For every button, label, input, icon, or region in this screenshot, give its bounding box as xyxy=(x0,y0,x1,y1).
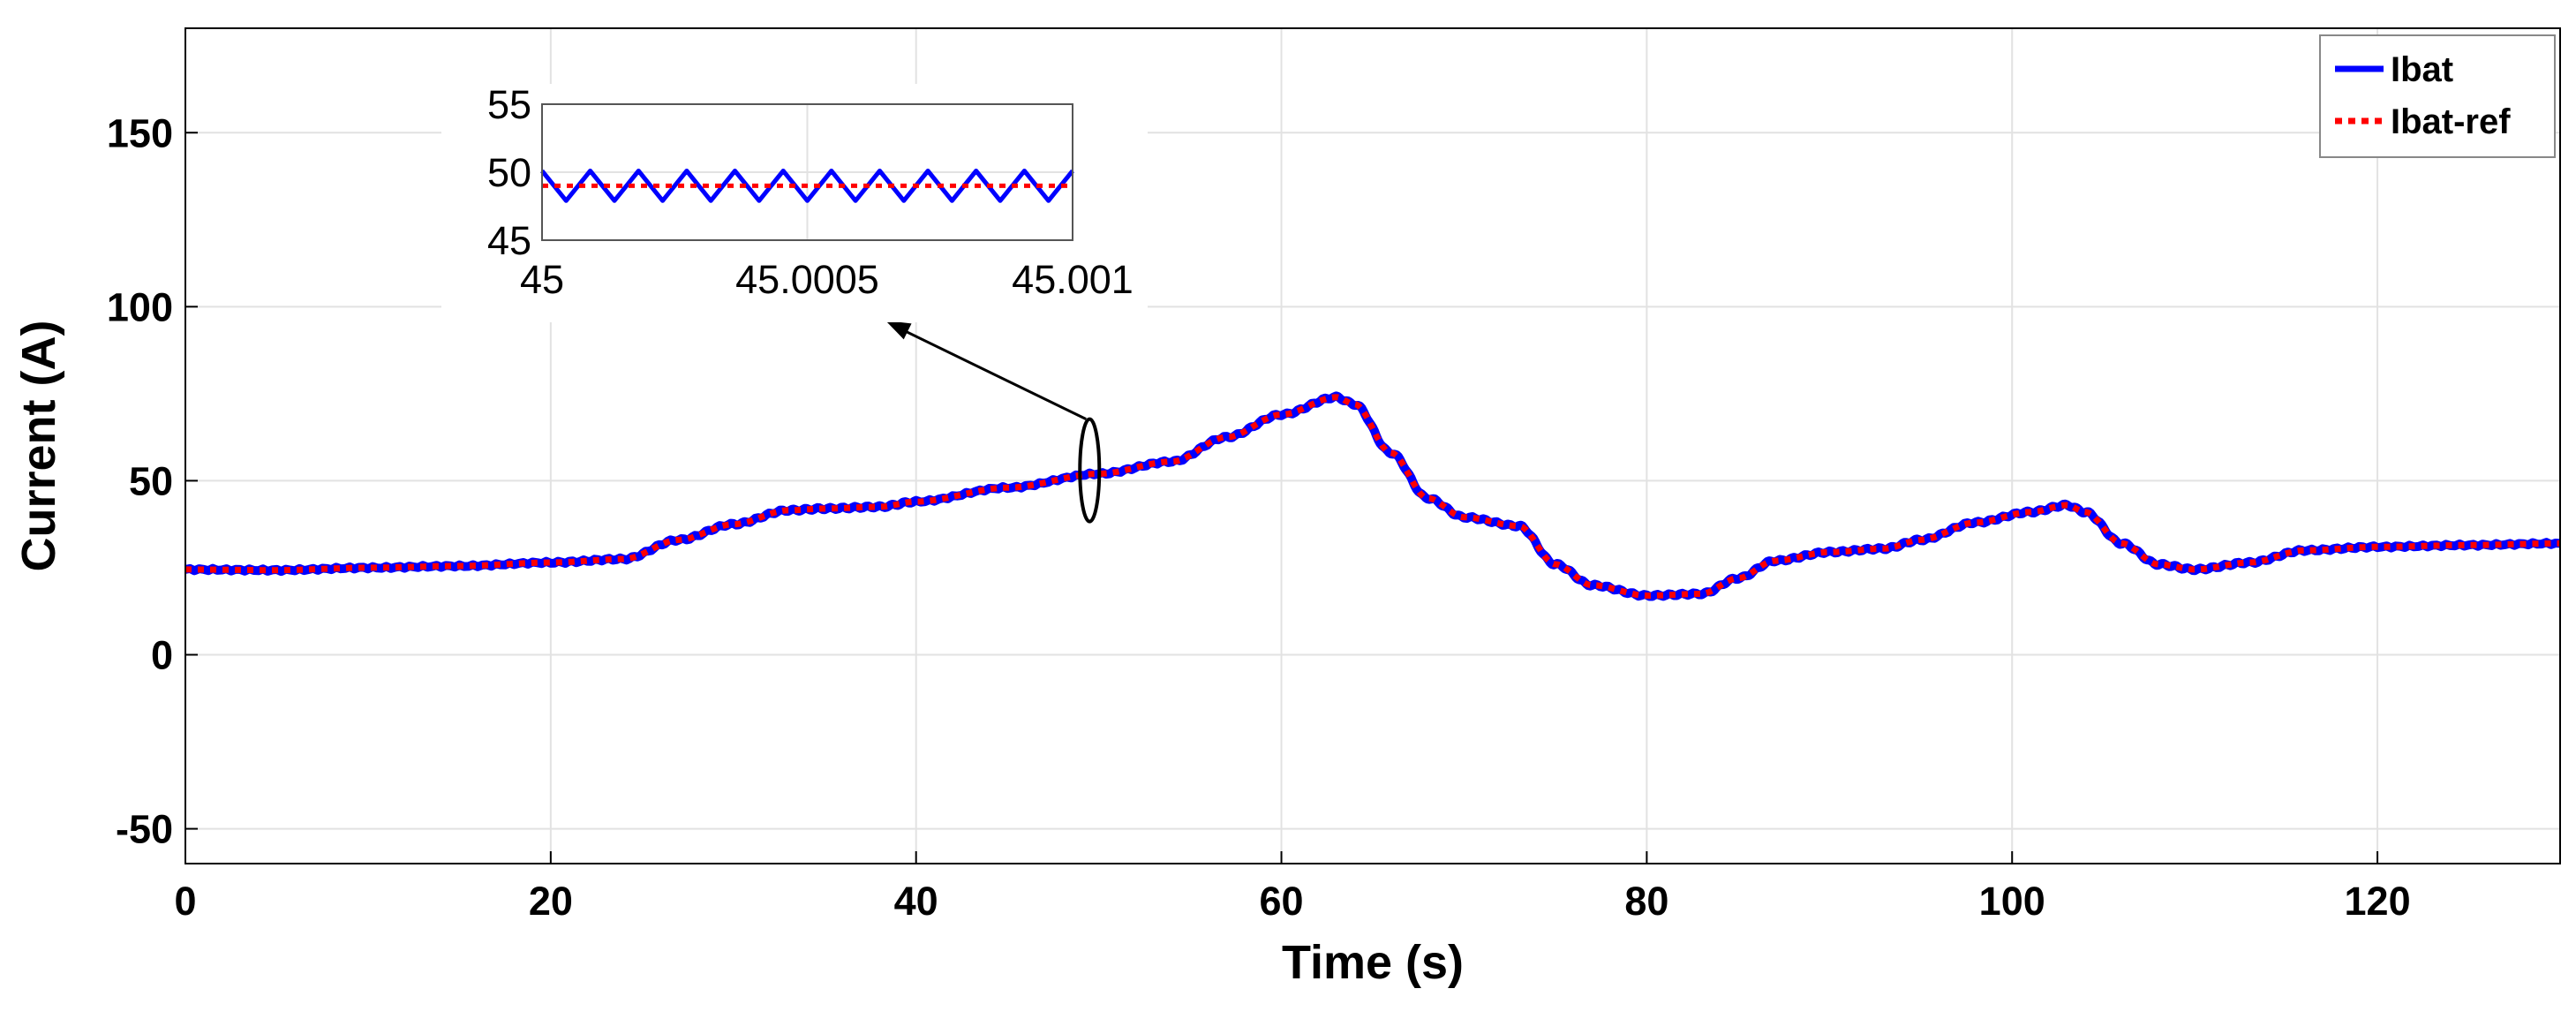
inset-y-ticks: 45 50 55 xyxy=(487,82,531,263)
inset-x-ticks: 45 45.0005 45.001 xyxy=(520,257,1134,302)
x-tick-label: 60 xyxy=(1260,879,1304,924)
main-series xyxy=(185,391,2561,601)
legend-box xyxy=(2319,34,2556,158)
zoom-arrow xyxy=(893,324,1087,420)
x-tick-label: 80 xyxy=(1624,879,1668,924)
x-tick-label: 100 xyxy=(1979,879,2045,924)
legend: Ibat Ibat-ref xyxy=(2319,34,2556,158)
main-axes-frame xyxy=(185,27,2561,864)
zoom-annotation xyxy=(885,321,1102,524)
legend-label-ibat-ref: Ibat-ref xyxy=(2391,102,2511,141)
y-tick-label: 100 xyxy=(107,284,173,329)
y-axis-label: Current (A) xyxy=(12,321,65,572)
y-axis-ticks: -50 0 50 100 150 xyxy=(107,110,198,852)
inset-background xyxy=(441,84,1148,322)
y-tick-label: -50 xyxy=(116,807,173,852)
inset-x-tick-label: 45.001 xyxy=(1012,257,1134,302)
inset-series xyxy=(540,169,1074,203)
y-tick-label: 0 xyxy=(151,633,173,678)
x-tick-label: 120 xyxy=(2345,879,2411,924)
inset-axes-frame xyxy=(541,103,1073,241)
inset-x-tick-label: 45 xyxy=(520,257,564,302)
inset-ibat-line xyxy=(540,169,1074,203)
inset-y-tick-label: 55 xyxy=(487,82,531,127)
legend-label-ibat: Ibat xyxy=(2391,50,2453,89)
inset-y-tick-label: 45 xyxy=(487,218,531,263)
x-tick-label: 0 xyxy=(174,879,196,924)
x-tick-label: 20 xyxy=(529,879,573,924)
inset-x-tick-label: 45.0005 xyxy=(735,257,879,302)
x-tick-label: 40 xyxy=(894,879,938,924)
y-tick-label: 50 xyxy=(129,458,173,503)
inset-plot: 45 45.0005 45.001 45 50 55 xyxy=(441,82,1148,322)
inset-y-tick-label: 50 xyxy=(487,150,531,195)
zoom-arrowhead xyxy=(885,321,912,340)
y-tick-label: 150 xyxy=(107,110,173,155)
x-axis-ticks: 0 20 40 60 80 100 120 xyxy=(174,851,2411,924)
x-axis-label: Time (s) xyxy=(1282,936,1464,989)
zoom-ellipse xyxy=(1078,417,1102,524)
inset-grid xyxy=(542,104,1073,240)
